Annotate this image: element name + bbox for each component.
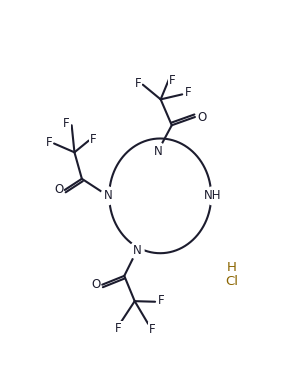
Text: F: F: [168, 74, 175, 87]
Text: H: H: [227, 261, 237, 274]
Text: F: F: [63, 117, 70, 130]
Circle shape: [151, 142, 165, 160]
Text: O: O: [91, 278, 100, 291]
Text: N: N: [133, 244, 141, 257]
Text: F: F: [46, 136, 52, 149]
Text: O: O: [54, 183, 64, 196]
Text: F: F: [149, 323, 155, 336]
Text: F: F: [115, 322, 122, 335]
Text: NH: NH: [204, 189, 221, 202]
Text: F: F: [185, 86, 191, 99]
Text: N: N: [104, 189, 112, 202]
Text: N: N: [153, 145, 162, 158]
Text: F: F: [90, 133, 96, 146]
Circle shape: [101, 187, 115, 205]
Text: O: O: [197, 110, 207, 123]
Text: F: F: [134, 77, 141, 90]
Circle shape: [205, 187, 219, 205]
Circle shape: [130, 241, 144, 259]
Text: F: F: [158, 294, 165, 307]
Text: Cl: Cl: [225, 275, 239, 288]
